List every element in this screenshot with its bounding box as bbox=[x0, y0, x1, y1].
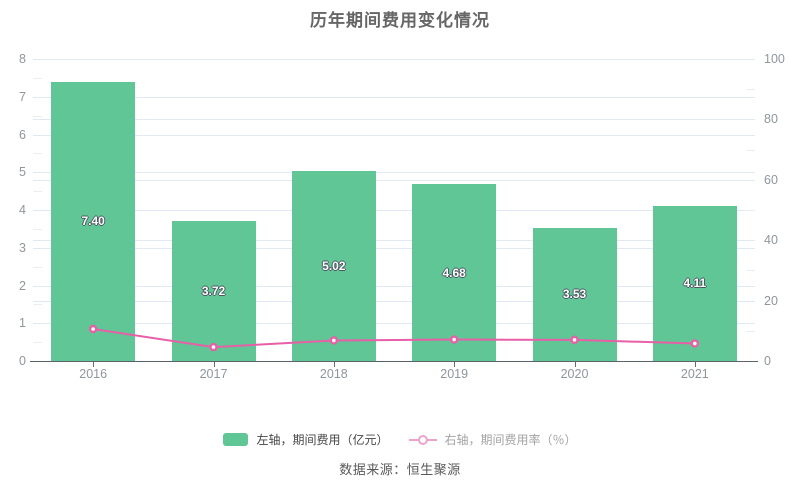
x-axis-label-2016: 2016 bbox=[79, 367, 108, 381]
gridline-left-axis bbox=[33, 247, 755, 249]
legend-item-line-series[interactable]: 右轴，期间费用率（％） bbox=[408, 431, 577, 448]
legend-label-line: 右轴，期间费用率（％） bbox=[444, 433, 577, 447]
left-axis-minor-tick bbox=[33, 191, 42, 193]
x-axis-tick bbox=[574, 362, 576, 367]
right-axis-minor-tick bbox=[746, 270, 755, 272]
x-axis-tick bbox=[454, 362, 456, 367]
right-axis-minor-tick bbox=[746, 89, 755, 91]
x-axis-label-2017: 2017 bbox=[199, 367, 228, 381]
x-axis-label-2018: 2018 bbox=[319, 367, 348, 381]
x-axis-tick bbox=[694, 362, 696, 367]
rate-line bbox=[93, 327, 695, 349]
x-axis-tick bbox=[333, 362, 335, 367]
line-point-2021[interactable] bbox=[690, 339, 700, 348]
x-axis-line bbox=[30, 361, 758, 362]
gridline-left-axis bbox=[33, 96, 755, 98]
gridline-left-axis bbox=[33, 134, 755, 136]
left-axis-tick-label: 8 bbox=[19, 52, 26, 66]
right-axis-tick-label: 40 bbox=[764, 233, 778, 248]
right-axis-tick-label: 80 bbox=[764, 112, 778, 127]
left-axis-tick-label: 0 bbox=[19, 354, 26, 368]
left-axis-tick-label: 2 bbox=[19, 278, 26, 293]
left-axis-tick-label: 4 bbox=[19, 203, 26, 217]
right-axis-tick-label: 60 bbox=[764, 172, 778, 187]
x-axis-label-2020: 2020 bbox=[560, 367, 589, 381]
left-axis-minor-tick bbox=[33, 266, 42, 268]
bar-value-label: 7.40 bbox=[81, 214, 105, 229]
x-axis-label-2021: 2021 bbox=[680, 367, 709, 381]
gridline-left-axis bbox=[33, 59, 755, 60]
right-axis-minor-tick bbox=[746, 330, 755, 332]
left-axis-minor-tick bbox=[33, 304, 42, 306]
line-point-2020[interactable] bbox=[570, 335, 579, 345]
circle-marker-icon bbox=[417, 434, 428, 445]
bar-value-label: 4.68 bbox=[442, 265, 466, 280]
gridline-left-axis bbox=[33, 172, 755, 174]
right-axis-minor-tick bbox=[746, 149, 755, 151]
left-axis-minor-tick bbox=[33, 342, 42, 344]
x-axis-tick bbox=[93, 362, 95, 367]
gridline-right-axis bbox=[33, 300, 755, 302]
bar-2019[interactable] bbox=[412, 184, 497, 361]
legend-label-bar: 左轴，期间费用（亿元） bbox=[256, 433, 389, 447]
line-legend-marker-icon bbox=[408, 434, 437, 445]
legend-item-bar-series[interactable]: 左轴，期间费用（亿元） bbox=[223, 431, 389, 448]
right-axis-tick-label: 0 bbox=[764, 354, 771, 368]
bar-value-label: 3.53 bbox=[562, 287, 587, 302]
left-axis-tick-label: 6 bbox=[19, 127, 26, 142]
gridline-right-axis bbox=[33, 240, 755, 242]
left-axis-minor-tick bbox=[33, 77, 42, 79]
chart-title: 历年期间费用变化情况 bbox=[310, 11, 490, 30]
gridline-right-axis bbox=[33, 179, 755, 181]
bar-value-label: 5.02 bbox=[322, 259, 346, 274]
bar-2021[interactable] bbox=[652, 205, 737, 361]
x-axis-label-2019: 2019 bbox=[440, 367, 469, 381]
bar-2018[interactable] bbox=[291, 171, 376, 361]
gridline-left-axis bbox=[33, 285, 755, 287]
data-source-text: 数据来源：恒生聚源 bbox=[339, 462, 461, 477]
left-axis-minor-tick bbox=[33, 153, 42, 155]
legend: 左轴，期间费用（亿元） 右轴，期间费用率（％） bbox=[0, 431, 800, 448]
bar-2017[interactable] bbox=[171, 220, 256, 361]
gridline-left-axis bbox=[33, 323, 755, 325]
left-axis-minor-tick bbox=[33, 228, 42, 230]
right-axis-tick-label: 20 bbox=[764, 293, 778, 308]
x-axis-tick bbox=[213, 362, 215, 367]
right-axis-tick-label: 100 bbox=[764, 52, 785, 66]
line-point-2016[interactable] bbox=[88, 324, 98, 334]
line-point-2017[interactable] bbox=[209, 342, 218, 352]
line-point-2018[interactable] bbox=[329, 336, 339, 345]
left-axis-tick-label: 3 bbox=[19, 240, 26, 255]
bar-legend-swatch-icon bbox=[223, 433, 249, 446]
bar-value-label: 4.11 bbox=[683, 276, 707, 291]
gridline-right-axis bbox=[33, 119, 755, 121]
bar-value-label: 3.72 bbox=[201, 283, 226, 298]
right-axis-minor-tick bbox=[746, 210, 755, 211]
gridline-left-axis bbox=[33, 210, 755, 211]
bar-2016[interactable] bbox=[51, 81, 136, 361]
left-axis-tick-label: 1 bbox=[19, 316, 26, 331]
left-axis-tick-label: 7 bbox=[19, 89, 26, 104]
left-axis-tick-label: 5 bbox=[19, 165, 26, 180]
left-axis-minor-tick bbox=[33, 115, 42, 117]
line-point-2019[interactable] bbox=[449, 335, 459, 344]
